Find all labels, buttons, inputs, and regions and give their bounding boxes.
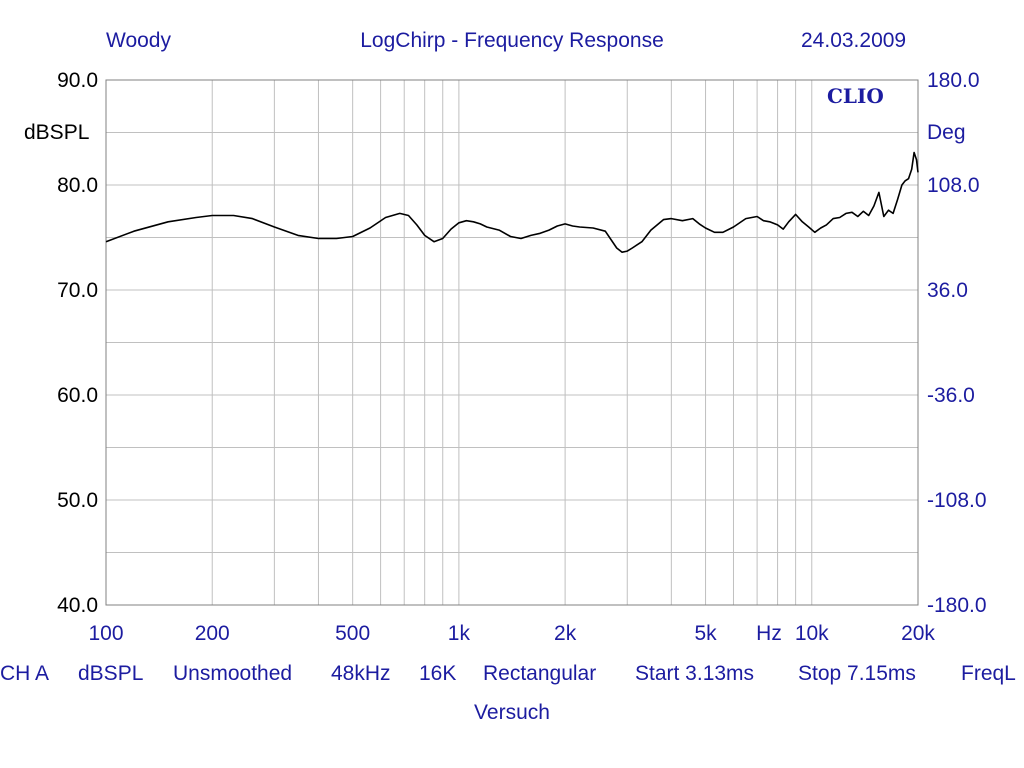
footer-item: dBSPL <box>78 662 144 685</box>
measurement-settings-row: CH A dBSPL Unsmoothed 48kHz 16K Rectangular St… <box>0 662 1024 686</box>
right-axis-unit: Deg <box>927 121 966 144</box>
footer-item: 16K <box>419 662 457 685</box>
clio-logo: CLIO <box>827 84 884 108</box>
y2-tick-label: 36.0 <box>927 279 968 302</box>
footer-item: 48kHz <box>331 662 391 685</box>
y-tick-label: 60.0 <box>57 384 98 407</box>
grid <box>105 79 919 606</box>
footer-item: Start 3.13ms <box>635 662 755 685</box>
left-axis-unit: dBSPL <box>24 121 90 144</box>
footer-label: Versuch <box>474 701 550 724</box>
x-tick-label: 10k <box>795 622 829 645</box>
y2-tick-label: -180.0 <box>927 594 987 617</box>
x-unit-label: Hz <box>756 622 782 645</box>
y-tick-label: 50.0 <box>57 489 98 512</box>
chart-title: LogChirp - Frequency Response <box>360 29 664 52</box>
footer-item: Unsmoothed <box>173 662 293 685</box>
footer-item: CH A <box>0 662 50 685</box>
y-tick-label: 40.0 <box>57 594 98 617</box>
y-tick-label: 80.0 <box>57 174 98 197</box>
footer-item: Rectangular <box>483 662 597 685</box>
tick-labels: 90.0 80.0 70.0 60.0 50.0 40.0 180.0 108.0 36.0 -3… <box>57 69 986 645</box>
header-date: 24.03.2009 <box>801 29 907 52</box>
header-left-label: Woody <box>106 29 171 52</box>
x-tick-label: 5k <box>694 622 717 645</box>
footer-item: FreqL <box>961 662 1016 685</box>
x-tick-label: 100 <box>88 622 123 645</box>
y2-tick-label: 180.0 <box>927 69 980 92</box>
footer-item: Stop 7.15ms <box>798 662 916 685</box>
y2-tick-label: -36.0 <box>927 384 975 407</box>
frequency-response-curve <box>105 151 919 253</box>
x-tick-label: 200 <box>195 622 230 645</box>
x-tick-label: 20k <box>901 622 935 645</box>
x-tick-label: 500 <box>335 622 370 645</box>
y2-tick-label: -108.0 <box>927 489 987 512</box>
x-tick-label: 1k <box>448 622 471 645</box>
plot-frame <box>105 79 919 606</box>
x-tick-label: 2k <box>554 622 577 645</box>
y-tick-label: 90.0 <box>57 69 98 92</box>
y-tick-label: 70.0 <box>57 279 98 302</box>
y2-tick-label: 108.0 <box>927 174 980 197</box>
